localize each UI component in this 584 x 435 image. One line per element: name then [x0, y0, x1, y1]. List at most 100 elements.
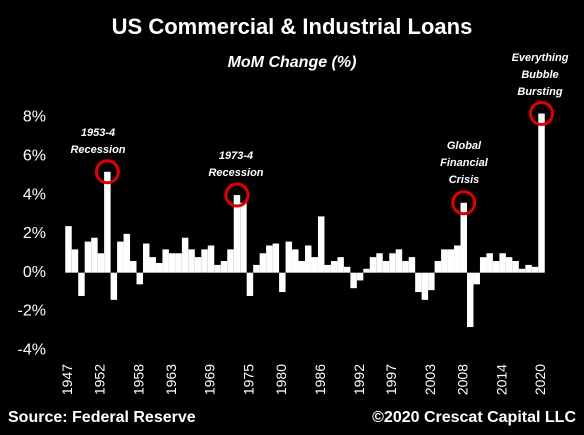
- x-tick-label: 1992: [351, 364, 367, 395]
- bar: [227, 249, 234, 273]
- bar: [123, 233, 131, 273]
- bar: [518, 268, 526, 273]
- bar: [486, 253, 493, 273]
- bar: [454, 245, 461, 273]
- bar: [512, 261, 519, 273]
- bar: [91, 237, 98, 273]
- bar: [337, 257, 344, 273]
- highlight-circle: [451, 190, 477, 216]
- bar: [479, 257, 487, 273]
- bar: [155, 262, 163, 273]
- credit: ©2020 Crescat Capital LLC: [372, 409, 576, 426]
- bar: [130, 261, 137, 273]
- bar: [181, 237, 189, 273]
- bar: [350, 272, 357, 289]
- annotation: Bubble: [521, 69, 558, 81]
- chart-title: US Commercial & Industrial Loans: [112, 14, 473, 39]
- bar: [428, 272, 435, 291]
- annotation: Recession: [208, 167, 263, 179]
- bar: [447, 249, 455, 273]
- x-tick-label: 1975: [241, 364, 257, 395]
- annotation: Recession: [70, 144, 125, 156]
- bar: [356, 272, 364, 281]
- bar: [525, 264, 532, 273]
- bar: [531, 266, 539, 273]
- bar: [298, 261, 305, 273]
- bar: [473, 272, 480, 285]
- bar: [376, 253, 383, 273]
- bar: [324, 264, 331, 273]
- bar: [207, 245, 215, 273]
- bar: [382, 261, 390, 273]
- bar: [220, 261, 228, 273]
- x-tick-label: 1980: [273, 364, 289, 395]
- bar: [149, 257, 156, 273]
- x-tick-label: 1947: [59, 364, 75, 395]
- bar: [104, 171, 111, 273]
- bar: [201, 249, 208, 273]
- y-tick-label: 2%: [23, 225, 46, 242]
- bar: [272, 243, 280, 273]
- annotation: Global: [447, 140, 482, 152]
- bar: [143, 243, 150, 273]
- bar: [188, 249, 195, 273]
- annotation: Crisis: [449, 174, 480, 186]
- bar: [467, 272, 474, 328]
- bar: [71, 249, 79, 273]
- x-tick-label: 1963: [163, 364, 179, 395]
- bar: [408, 257, 416, 273]
- highlight-circle: [224, 182, 250, 208]
- bar: [369, 257, 377, 273]
- annotation: 1973-4: [219, 150, 253, 162]
- bar: [363, 268, 370, 273]
- bar: [311, 257, 318, 273]
- annotation: Financial: [440, 157, 489, 169]
- bar: [259, 253, 267, 273]
- highlight-circle: [94, 159, 120, 185]
- y-tick-label: 8%: [23, 109, 46, 126]
- y-tick-label: -4%: [18, 342, 46, 359]
- bar: [505, 257, 513, 273]
- bar: [330, 261, 338, 273]
- bar: [402, 261, 409, 273]
- bar: [389, 253, 396, 273]
- x-tick-label: 1958: [130, 364, 146, 395]
- bar: [285, 241, 293, 273]
- bar: [499, 253, 506, 273]
- y-tick-label: 6%: [23, 147, 46, 164]
- y-tick-label: -2%: [18, 303, 46, 320]
- bar: [136, 272, 143, 285]
- x-tick-label: 2008: [454, 364, 470, 395]
- bar: [266, 245, 273, 273]
- y-tick-label: 4%: [23, 186, 46, 203]
- bar: [97, 253, 105, 273]
- chart-subtitle: MoM Change (%): [228, 54, 357, 71]
- bar: [434, 261, 442, 273]
- bar: [343, 266, 351, 273]
- bar: [415, 272, 422, 293]
- bar: [292, 249, 299, 273]
- x-tick-label: 1952: [92, 364, 108, 395]
- highlight-circle: [529, 101, 555, 127]
- x-tick-label: 2020: [532, 364, 548, 395]
- x-tick-label: 1969: [202, 364, 218, 395]
- bar: [175, 253, 182, 273]
- annotation: 1953-4: [81, 127, 115, 139]
- annotation: Bursting: [517, 86, 563, 98]
- bar: [110, 272, 118, 300]
- y-tick-label: 0%: [23, 264, 46, 281]
- bar: [162, 249, 169, 273]
- x-tick-label: 2014: [493, 364, 509, 395]
- bar: [421, 272, 429, 300]
- bar: [84, 241, 92, 273]
- bar: [78, 272, 85, 296]
- bar: [194, 257, 202, 273]
- bar: [65, 226, 72, 273]
- bar: [168, 253, 176, 273]
- x-tick-label: 2003: [422, 364, 438, 395]
- bar: [492, 261, 500, 273]
- annotation: Everything: [512, 52, 569, 64]
- bar: [317, 216, 325, 273]
- bar: [233, 195, 241, 273]
